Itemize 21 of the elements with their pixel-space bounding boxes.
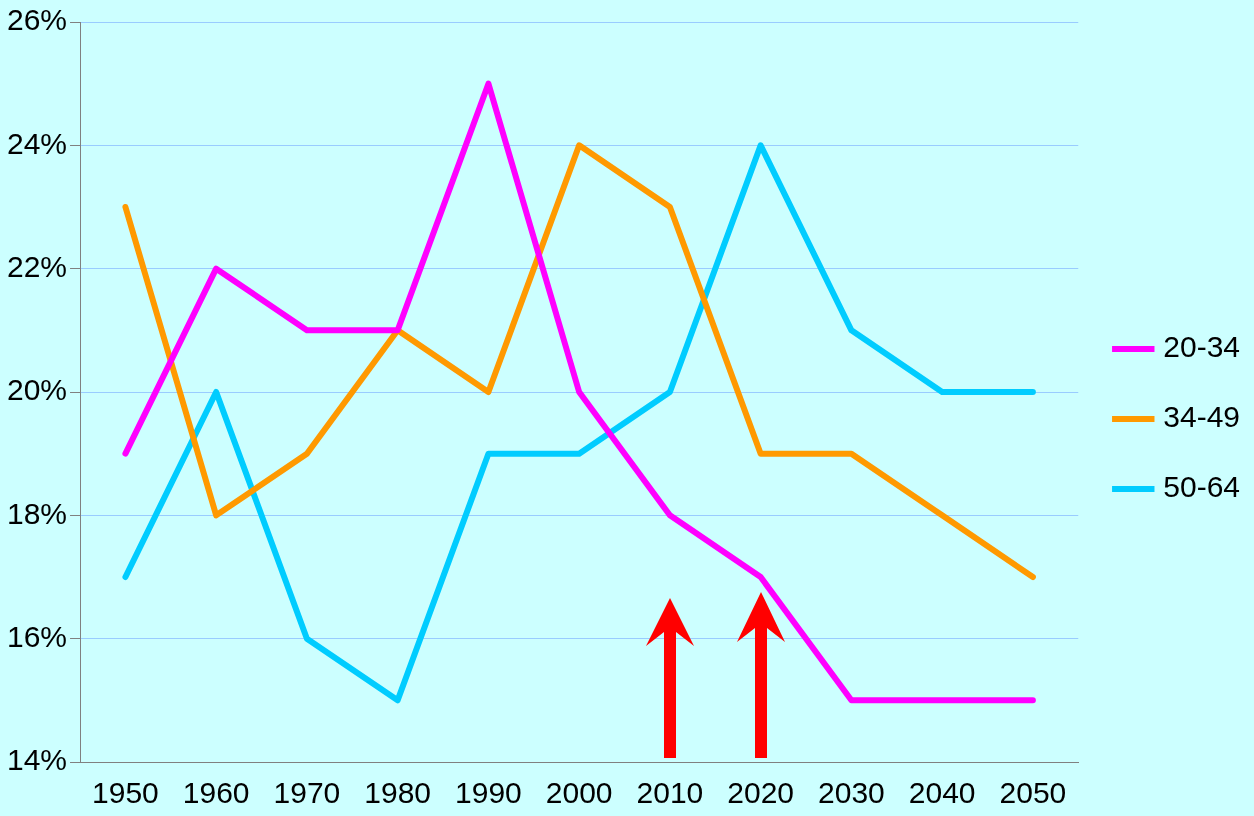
y-tick-label: 14% [7, 743, 68, 777]
x-tick-label: 2050 [999, 776, 1067, 810]
y-tick-label: 18% [7, 496, 68, 530]
x-tick-label: 2030 [818, 776, 885, 810]
x-tick-label: 1990 [455, 776, 522, 810]
y-tick-label: 26% [7, 3, 68, 37]
y-tick-label: 16% [7, 619, 68, 653]
legend-label: 34-49 [1163, 400, 1241, 434]
x-tick-label: 2020 [727, 776, 795, 810]
x-tick-label: 1980 [364, 776, 432, 810]
y-tick-label: 20% [7, 373, 68, 407]
y-tick-label: 24% [7, 126, 68, 160]
x-tick-label: 2040 [908, 776, 976, 810]
x-tick-label: 2010 [636, 776, 704, 810]
x-tick-label: 1960 [182, 776, 250, 810]
x-tick-label: 1950 [92, 776, 159, 810]
legend-label: 20-34 [1163, 330, 1241, 364]
y-tick-label: 22% [7, 249, 68, 283]
legend-label: 50-64 [1163, 470, 1241, 504]
x-tick-label: 2000 [545, 776, 613, 810]
x-tick-label: 1970 [273, 776, 341, 810]
